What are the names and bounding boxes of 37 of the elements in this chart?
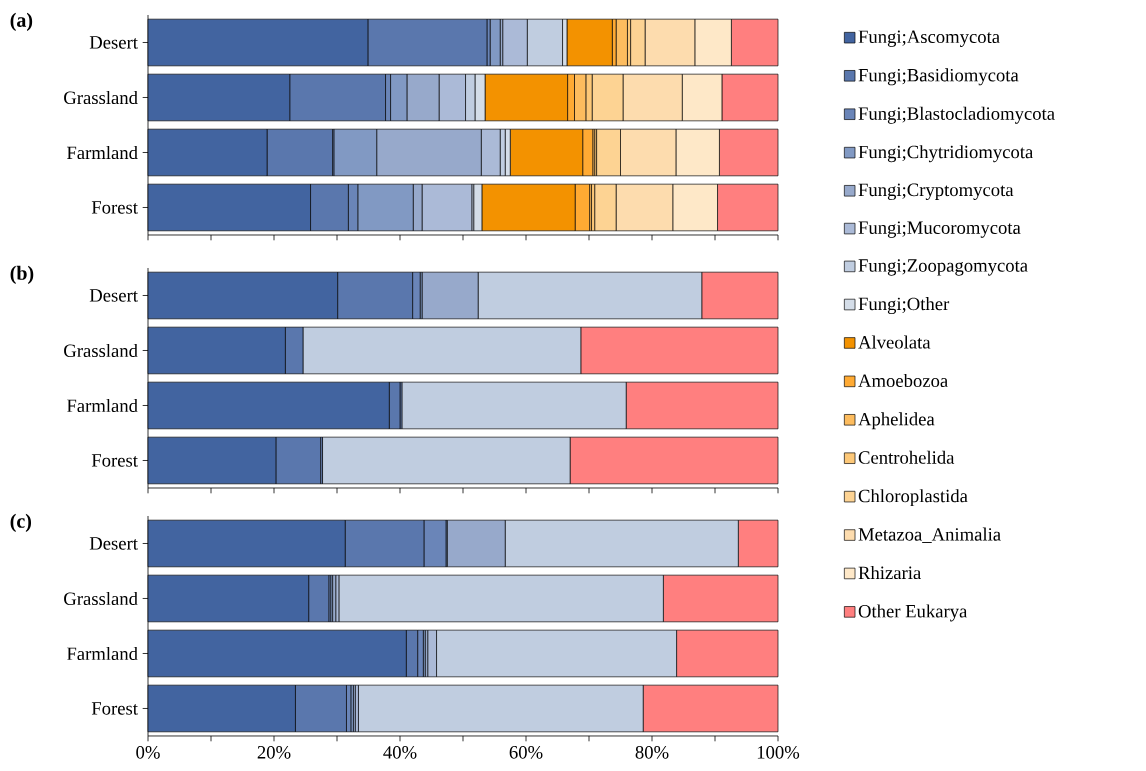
legend-label: Fungi;Blastocladiomycota	[858, 106, 1055, 124]
legend-label: Rhizaria	[858, 565, 921, 580]
y-tick-label: Grassland	[64, 343, 138, 358]
y-tick-label: Forest	[91, 201, 138, 214]
legend-label: Other Eukarya	[858, 604, 968, 622]
y-tick-label: Grassland	[64, 90, 138, 105]
y-tick-label: Desert	[89, 36, 138, 49]
y-tick-label: Grassland	[64, 591, 138, 606]
y-tick-label: Farmland	[66, 646, 138, 661]
y-tick-label: Forest	[91, 702, 138, 715]
chart-title: (b)	[10, 265, 34, 284]
x-tick-label: 40%	[383, 746, 417, 759]
legend-label: Fungi;Mucoromycota	[858, 221, 1021, 238]
legend-label: Metazoa_Animalia	[858, 527, 1001, 543]
legend-label: Aphelidea	[858, 412, 935, 430]
legend-label: Alveolata	[858, 335, 931, 349]
y-tick-label: Forest	[91, 454, 138, 467]
legend-label: Fungi;Cryptomycota	[858, 183, 1014, 200]
legend-label: Fungi;Basidiomycota	[858, 68, 1019, 86]
legend-label: Fungi;Other	[858, 297, 950, 315]
x-tick-label: 100%	[757, 746, 800, 759]
chart-title: (a)	[10, 12, 33, 31]
y-tick-label: Farmland	[66, 398, 138, 413]
chart-title: (c)	[10, 513, 32, 532]
legend-label: Fungi;Ascomycota	[858, 30, 1000, 47]
y-tick-label: Desert	[89, 537, 138, 550]
legend-label: Centrohelida	[858, 450, 955, 464]
x-tick-label: 20%	[257, 746, 291, 759]
legend-label: Fungi;Chytridiomycota	[858, 145, 1034, 163]
x-tick-label: 80%	[635, 746, 669, 759]
x-tick-label: 60%	[509, 746, 543, 759]
legend-label: Fungi;Zoopagomycota	[858, 259, 1028, 276]
legend-label: Amoebozoa	[858, 373, 948, 388]
x-tick-label: 0%	[136, 746, 160, 759]
y-tick-label: Farmland	[66, 145, 138, 160]
legend-label: Chloroplastida	[858, 489, 968, 507]
y-tick-label: Desert	[89, 289, 138, 302]
